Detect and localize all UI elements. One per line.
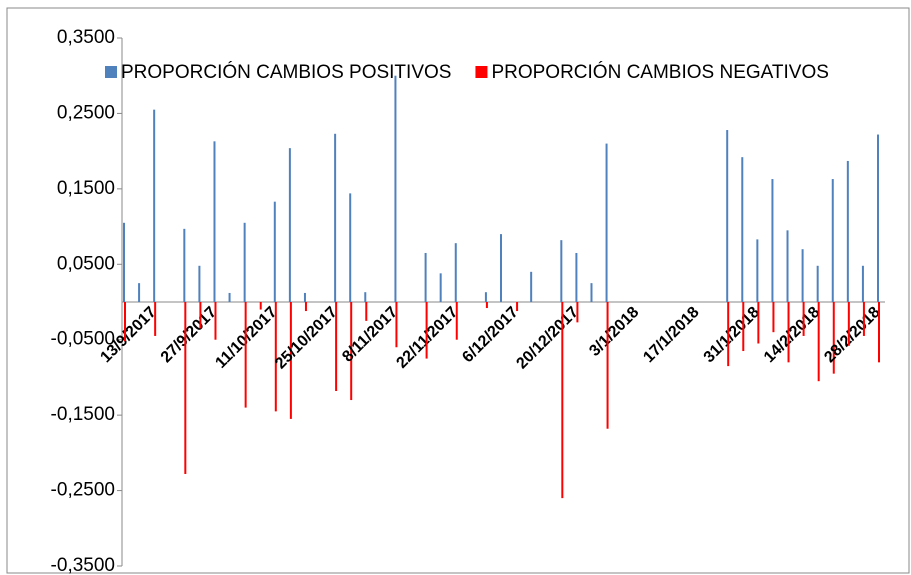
bar (184, 302, 187, 474)
bar (726, 130, 729, 302)
bar (228, 292, 231, 302)
bar (334, 133, 337, 302)
y-tick-label: -0,1500 (51, 404, 115, 425)
bar (861, 265, 864, 302)
bar (213, 141, 216, 302)
bar (123, 222, 125, 302)
bar (335, 302, 338, 392)
bar (741, 157, 744, 302)
bar (484, 292, 487, 302)
bar (288, 148, 291, 302)
bar (816, 265, 819, 302)
bar (455, 302, 458, 340)
legend-label: PROPORCIÓN CAMBIOS NEGATIVOS (491, 61, 828, 83)
bar (771, 179, 774, 302)
bar (606, 302, 609, 429)
bar (394, 75, 397, 302)
bar (365, 302, 368, 321)
bar (802, 302, 805, 336)
bar (862, 302, 865, 336)
bar (485, 302, 488, 309)
bar (561, 302, 564, 499)
bar (530, 271, 533, 302)
bar (289, 302, 292, 419)
bar (831, 179, 834, 302)
bar (786, 230, 789, 302)
bar (516, 302, 519, 312)
y-tick-label: 0,2500 (57, 102, 115, 123)
bar (364, 292, 367, 302)
legend-swatch (105, 66, 117, 78)
bar (274, 302, 277, 412)
bar (877, 134, 879, 302)
y-tick-label: -0,0500 (51, 329, 115, 350)
legend-label: PROPORCIÓN CAMBIOS POSITIVOS (121, 61, 451, 83)
bar (259, 302, 262, 310)
bar (244, 302, 247, 408)
bar (878, 302, 880, 363)
bar (138, 283, 141, 302)
bar (846, 160, 849, 302)
legend-swatch (475, 66, 488, 78)
bar (454, 243, 457, 302)
bar (590, 283, 593, 302)
bar (304, 302, 307, 312)
bar (756, 239, 759, 302)
bar (395, 302, 398, 348)
bar (243, 222, 246, 302)
bar (500, 234, 502, 302)
y-tick-label: -0,2500 (51, 480, 115, 501)
chart-border (6, 7, 910, 574)
bar (847, 302, 850, 346)
bar (198, 265, 201, 302)
bar (424, 252, 427, 302)
bar (832, 302, 835, 374)
bar (817, 302, 820, 382)
bar (183, 228, 186, 302)
bar (199, 302, 202, 329)
bar (757, 302, 760, 344)
bar (153, 109, 156, 303)
bar (801, 249, 804, 302)
bar (787, 302, 790, 363)
bar (124, 302, 126, 342)
bar (575, 252, 578, 302)
y-tick-label: 0,3500 (57, 27, 115, 48)
y-tick-label: 0,1500 (57, 178, 115, 199)
bar (349, 193, 352, 302)
bar (560, 240, 563, 302)
bar (772, 302, 775, 333)
bar (273, 201, 276, 302)
bar (303, 292, 306, 302)
bar (439, 273, 442, 302)
bar (742, 302, 745, 352)
bar (605, 143, 608, 302)
y-tick-label: 0,0500 (57, 253, 115, 274)
bar (727, 302, 730, 367)
bar (576, 302, 579, 323)
bar (350, 302, 353, 401)
bar (214, 302, 217, 340)
bar (154, 302, 157, 336)
bar (425, 302, 428, 359)
y-tick-label: -0,3500 (51, 555, 115, 575)
